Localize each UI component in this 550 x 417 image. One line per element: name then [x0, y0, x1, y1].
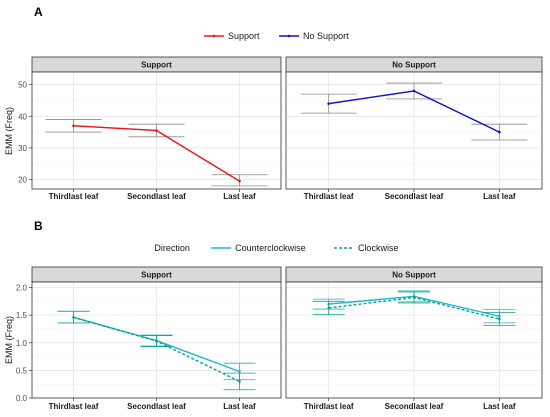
x-tick-label: Thirdlast leaf: [304, 402, 354, 411]
plot-border: [31, 281, 282, 399]
facet-panel: No Support Thirdlast leaf Secondlast leaf L…: [285, 266, 543, 411]
legend-entry: Support: [228, 31, 260, 41]
facet-panel: Support 20 30 40 50 Thirdlast leaf Secondlast …: [18, 56, 282, 201]
data-point: [498, 317, 501, 321]
facet-strip-label: No Support: [392, 271, 436, 280]
data-point: [238, 380, 241, 383]
plot-border: [285, 71, 543, 190]
legend-entry: Clockwise: [358, 243, 399, 253]
y-tick-label: 50: [18, 81, 27, 90]
x-tick-label: Thirdlast leaf: [304, 192, 354, 201]
panel-b-letter: B: [34, 219, 43, 233]
x-tick-label: Thirdlast leaf: [49, 402, 99, 411]
series-clockwise: [57, 310, 256, 391]
facet-strip-label: Support: [141, 61, 172, 70]
series-support: [45, 119, 268, 187]
y-tick-label: 0.0: [16, 394, 28, 403]
plot-border: [285, 281, 543, 399]
data-point: [72, 316, 75, 319]
data-point: [412, 89, 416, 93]
plot-border: [31, 71, 282, 190]
facet-panel: No Support Thirdlast leaf Secondlast leaf L…: [285, 56, 543, 201]
x-tick-label: Thirdlast leaf: [49, 192, 99, 201]
legend-title: Direction: [154, 243, 190, 253]
legend-entry: No Support: [303, 31, 349, 41]
data-point: [412, 296, 416, 299]
facet-strip-label: No Support: [392, 61, 436, 70]
data-point: [238, 179, 241, 183]
x-tick-label: Secondlast leaf: [385, 192, 444, 201]
data-point: [155, 129, 158, 132]
y-tick-label: 40: [18, 112, 27, 121]
facet-strip-label: Support: [141, 271, 172, 280]
y-tick-label: 20: [18, 176, 27, 185]
y-tick-label: 1.0: [16, 339, 28, 348]
x-tick-label: Last leaf: [223, 402, 256, 411]
legend: Support No Support: [203, 31, 349, 41]
x-tick-label: Secondlast leaf: [385, 402, 444, 411]
panel-a-letter: A: [34, 5, 43, 19]
x-tick-label: Secondlast leaf: [127, 402, 186, 411]
data-point: [238, 370, 241, 373]
legend-swatch-dot: [212, 34, 216, 38]
series-no-support: [300, 82, 528, 141]
legend-entry: Counterclockwise: [235, 243, 306, 253]
data-point: [155, 339, 158, 343]
y-axis-title: EMM (Freq): [4, 107, 14, 155]
x-tick-label: Secondlast leaf: [127, 192, 186, 201]
y-tick-label: 0.5: [16, 366, 28, 375]
data-point: [72, 124, 75, 128]
y-tick-label: 30: [18, 144, 27, 153]
data-point: [327, 102, 330, 105]
x-tick-label: Last leaf: [483, 192, 516, 201]
legend-swatch-dot: [287, 34, 291, 38]
chart-layer: EMM (Freq) Support No Support Support 20 30 40…: [4, 31, 543, 411]
facet-panel: Support 0.0 0.5 1.0 1.5 2.0 Thirdlast leaf Seco…: [16, 266, 282, 411]
y-axis-title: EMM (Freq): [4, 316, 14, 364]
y-tick-label: 2.0: [16, 284, 28, 293]
x-tick-label: Last leaf: [223, 192, 256, 201]
y-tick-label: 1.5: [16, 311, 28, 320]
data-point: [498, 130, 501, 134]
legend: Direction Counterclockwise Clockwise: [154, 243, 398, 253]
series-clockwise: [312, 291, 516, 327]
data-point: [327, 306, 330, 310]
x-tick-label: Last leaf: [483, 402, 516, 411]
